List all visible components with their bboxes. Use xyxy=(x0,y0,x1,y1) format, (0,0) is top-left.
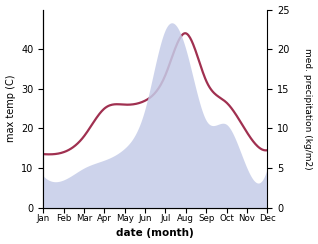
X-axis label: date (month): date (month) xyxy=(116,228,194,238)
Y-axis label: med. precipitation (kg/m2): med. precipitation (kg/m2) xyxy=(303,48,313,169)
Y-axis label: max temp (C): max temp (C) xyxy=(5,75,16,142)
